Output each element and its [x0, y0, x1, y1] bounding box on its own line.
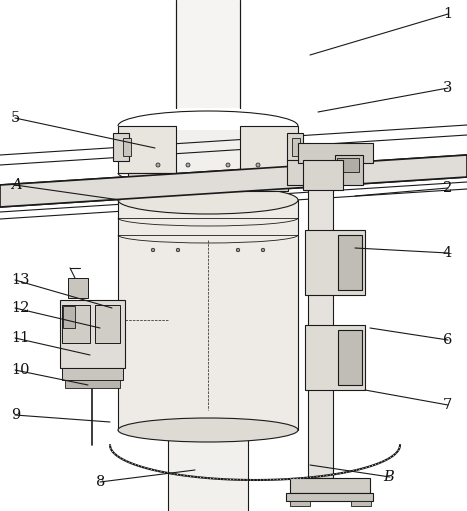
- Ellipse shape: [226, 163, 230, 167]
- Bar: [338, 235, 362, 290]
- Bar: [337, 158, 359, 172]
- Bar: [292, 138, 300, 156]
- Ellipse shape: [186, 163, 190, 167]
- Polygon shape: [118, 126, 176, 173]
- Bar: [305, 325, 365, 390]
- Bar: [287, 160, 319, 185]
- Text: 13: 13: [11, 273, 29, 287]
- Bar: [305, 230, 365, 295]
- Text: 5: 5: [11, 111, 20, 125]
- Ellipse shape: [151, 248, 155, 252]
- Ellipse shape: [118, 418, 298, 442]
- Polygon shape: [168, 130, 248, 511]
- Polygon shape: [118, 200, 298, 430]
- Bar: [60, 300, 125, 368]
- Bar: [95, 305, 120, 343]
- Bar: [335, 155, 363, 185]
- Text: 3: 3: [443, 81, 452, 95]
- Bar: [286, 493, 373, 501]
- Bar: [303, 160, 343, 190]
- Bar: [128, 173, 288, 191]
- Text: 6: 6: [443, 333, 452, 347]
- Text: B: B: [383, 470, 394, 484]
- Bar: [290, 501, 310, 506]
- Text: 8: 8: [96, 475, 106, 489]
- Bar: [62, 305, 90, 343]
- Text: 1: 1: [443, 7, 452, 21]
- Polygon shape: [308, 148, 333, 478]
- Text: 12: 12: [11, 301, 29, 315]
- Ellipse shape: [261, 248, 265, 252]
- Bar: [68, 278, 88, 298]
- Bar: [62, 368, 123, 380]
- Ellipse shape: [176, 248, 180, 252]
- Ellipse shape: [156, 163, 160, 167]
- Text: 4: 4: [443, 246, 452, 260]
- Bar: [338, 330, 362, 385]
- Bar: [63, 306, 75, 328]
- Ellipse shape: [236, 248, 240, 252]
- Text: 7: 7: [443, 398, 452, 412]
- Polygon shape: [176, 0, 240, 108]
- Bar: [298, 143, 373, 163]
- Text: 10: 10: [11, 363, 29, 377]
- Ellipse shape: [256, 163, 260, 167]
- Bar: [351, 501, 371, 506]
- Text: A: A: [11, 178, 21, 192]
- Ellipse shape: [118, 186, 298, 214]
- Bar: [287, 133, 303, 161]
- Bar: [65, 380, 120, 388]
- Text: 9: 9: [11, 408, 20, 422]
- Text: 2: 2: [443, 181, 452, 195]
- Text: 11: 11: [11, 331, 29, 345]
- Bar: [123, 138, 131, 156]
- Bar: [290, 478, 370, 493]
- Polygon shape: [0, 155, 467, 207]
- Bar: [113, 133, 129, 161]
- Polygon shape: [240, 126, 298, 173]
